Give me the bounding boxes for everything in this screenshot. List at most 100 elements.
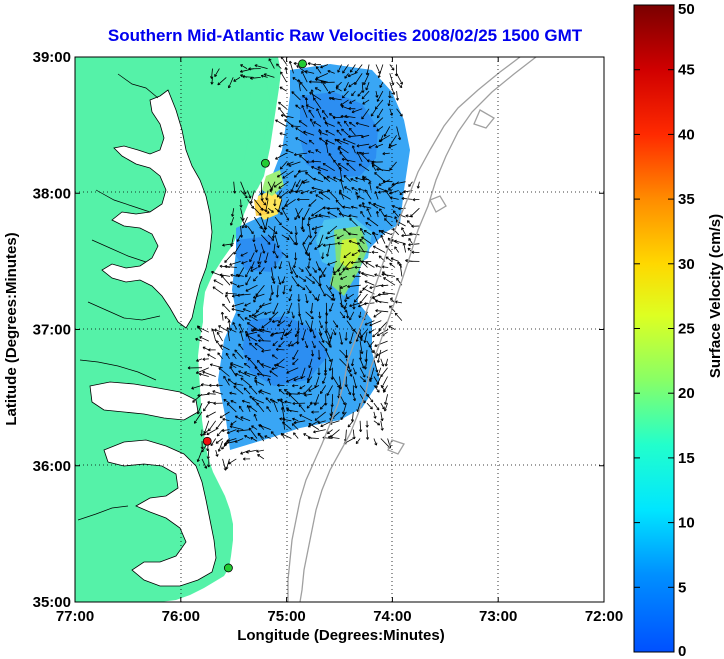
velocity-vector-head [264,313,267,315]
velocity-vector [313,121,322,127]
velocity-vector [344,82,349,92]
velocity-vector [317,293,320,302]
velocity-vector-head [323,245,326,247]
velocity-vector [291,267,298,278]
velocity-vector-head [319,276,323,279]
velocity-vector [389,73,394,86]
velocity-vector [234,383,244,386]
velocity-vector-head [272,321,275,324]
velocity-vector-head [401,197,405,201]
velocity-vector [247,405,251,413]
velocity-vector-head [381,273,384,277]
velocity-vector [309,139,315,145]
velocity-vector-head [315,231,318,235]
velocity-vector-head [253,297,256,299]
velocity-vector-head [240,377,243,381]
velocity-vector-head [351,187,354,191]
velocity-vector [356,143,370,147]
velocity-vector [380,420,383,431]
velocity-vector-head [389,95,392,99]
velocity-vector-head [335,199,337,203]
velocity-vector-head [390,258,393,261]
velocity-vector-head [195,338,198,341]
velocity-vector [395,301,402,304]
velocity-vector-head [278,389,281,392]
velocity-vector [359,358,365,369]
velocity-vector [238,370,251,377]
velocity-vector [340,411,347,420]
velocity-vector-head [390,445,392,448]
velocity-vector [348,134,363,138]
velocity-vector [289,60,294,74]
velocity-vector [368,143,377,149]
velocity-vector [291,423,299,430]
velocity-vector [270,285,273,295]
velocity-vector-head [375,310,378,313]
velocity-vector [311,340,316,349]
velocity-vector-head [299,313,301,317]
velocity-vector [373,402,380,411]
velocity-vector [258,390,265,395]
velocity-vector [293,376,306,381]
velocity-vector-head [389,144,392,147]
velocity-vector [339,302,348,313]
station-marker [202,436,212,446]
velocity-vector [362,99,370,105]
velocity-vector [254,207,262,216]
velocity-vector-head [360,357,363,361]
velocity-vector [358,163,370,172]
radar-stations [202,59,307,573]
velocity-vector [232,353,237,360]
velocity-vector-head [393,82,395,85]
velocity-vector [344,115,356,118]
velocity-vector [380,235,386,244]
velocity-vector-head [307,407,310,409]
velocity-vector-head [310,329,313,333]
velocity-vector [373,203,386,209]
velocity-vector-head [303,287,306,290]
velocity-vector-head [240,416,243,420]
velocity-vector-head [258,424,261,428]
velocity-vector-head [315,194,318,198]
velocity-vector [274,252,279,259]
velocity-vector [292,77,301,83]
velocity-vector [378,293,389,296]
velocity-vector [375,99,384,110]
velocity-vector [257,252,262,264]
velocity-vector [319,285,326,297]
velocity-vector-head [337,163,340,166]
velocity-vector [248,315,258,321]
velocity-vector [363,230,372,236]
velocity-vector-head [327,436,331,439]
velocity-vector [249,252,255,262]
velocity-vector-head [409,233,412,236]
velocity-vector-head [308,266,311,269]
velocity-vector [347,284,361,288]
velocity-vector-head [353,436,356,440]
velocity-vector [291,91,301,101]
velocity-vector-head [213,279,216,283]
velocity-vector [233,385,244,395]
velocity-vector [297,320,300,334]
velocity-vector-head [364,280,367,284]
velocity-vector [388,143,397,149]
velocity-vector-head [308,81,312,84]
velocity-vector [375,143,384,148]
velocity-vector [346,162,356,172]
velocity-vector [385,245,393,253]
velocity-vector-head [369,287,373,290]
velocity-vector-head [219,274,223,277]
velocity-vector-head [327,189,329,193]
velocity-vector-head [363,83,367,86]
velocity-vector-head [382,427,384,431]
velocity-vector-head [313,121,316,125]
velocity-vector [210,364,223,369]
velocity-vector-head [248,405,251,409]
velocity-vector [317,166,329,172]
velocity-vector [223,375,230,386]
velocity-vector-head [295,334,298,338]
velocity-vector [292,402,306,404]
velocity-vector [366,208,372,218]
velocity-vector-head [243,387,246,391]
velocity-vector-head [326,313,329,316]
